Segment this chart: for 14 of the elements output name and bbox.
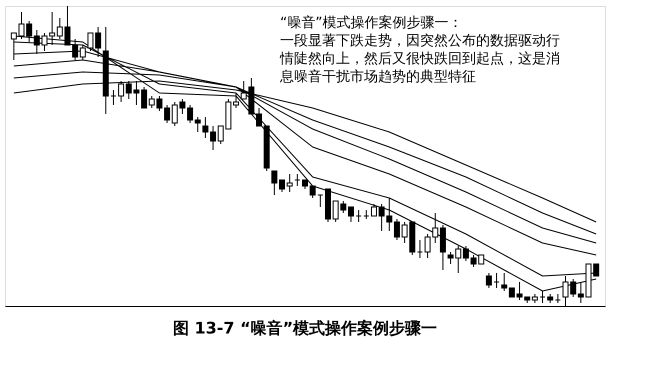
- candlestick: [294, 174, 300, 186]
- annotation: “噪音”模式操作案例步骤一：: [280, 14, 463, 31]
- text: 图 13-7 “噪音”模式操作案例步骤一: [172, 318, 438, 338]
- candlestick: [356, 210, 362, 222]
- candlestick: [424, 234, 431, 258]
- candlestick: [317, 194, 324, 208]
- candlestick: [501, 272, 508, 292]
- annotation: 一段显著下跌走势，因突然公布的数据驱动行: [280, 33, 560, 49]
- candlestick: [494, 272, 500, 288]
- annotation: 情陡然向上，然后又很快跌回到起点，这是消: [279, 51, 560, 67]
- annotation: 息噪音干扰市场趋势的典型特征: [279, 69, 476, 85]
- candlestick: [416, 240, 423, 258]
- candlestick: [486, 272, 492, 288]
- candlestick: [110, 90, 116, 106]
